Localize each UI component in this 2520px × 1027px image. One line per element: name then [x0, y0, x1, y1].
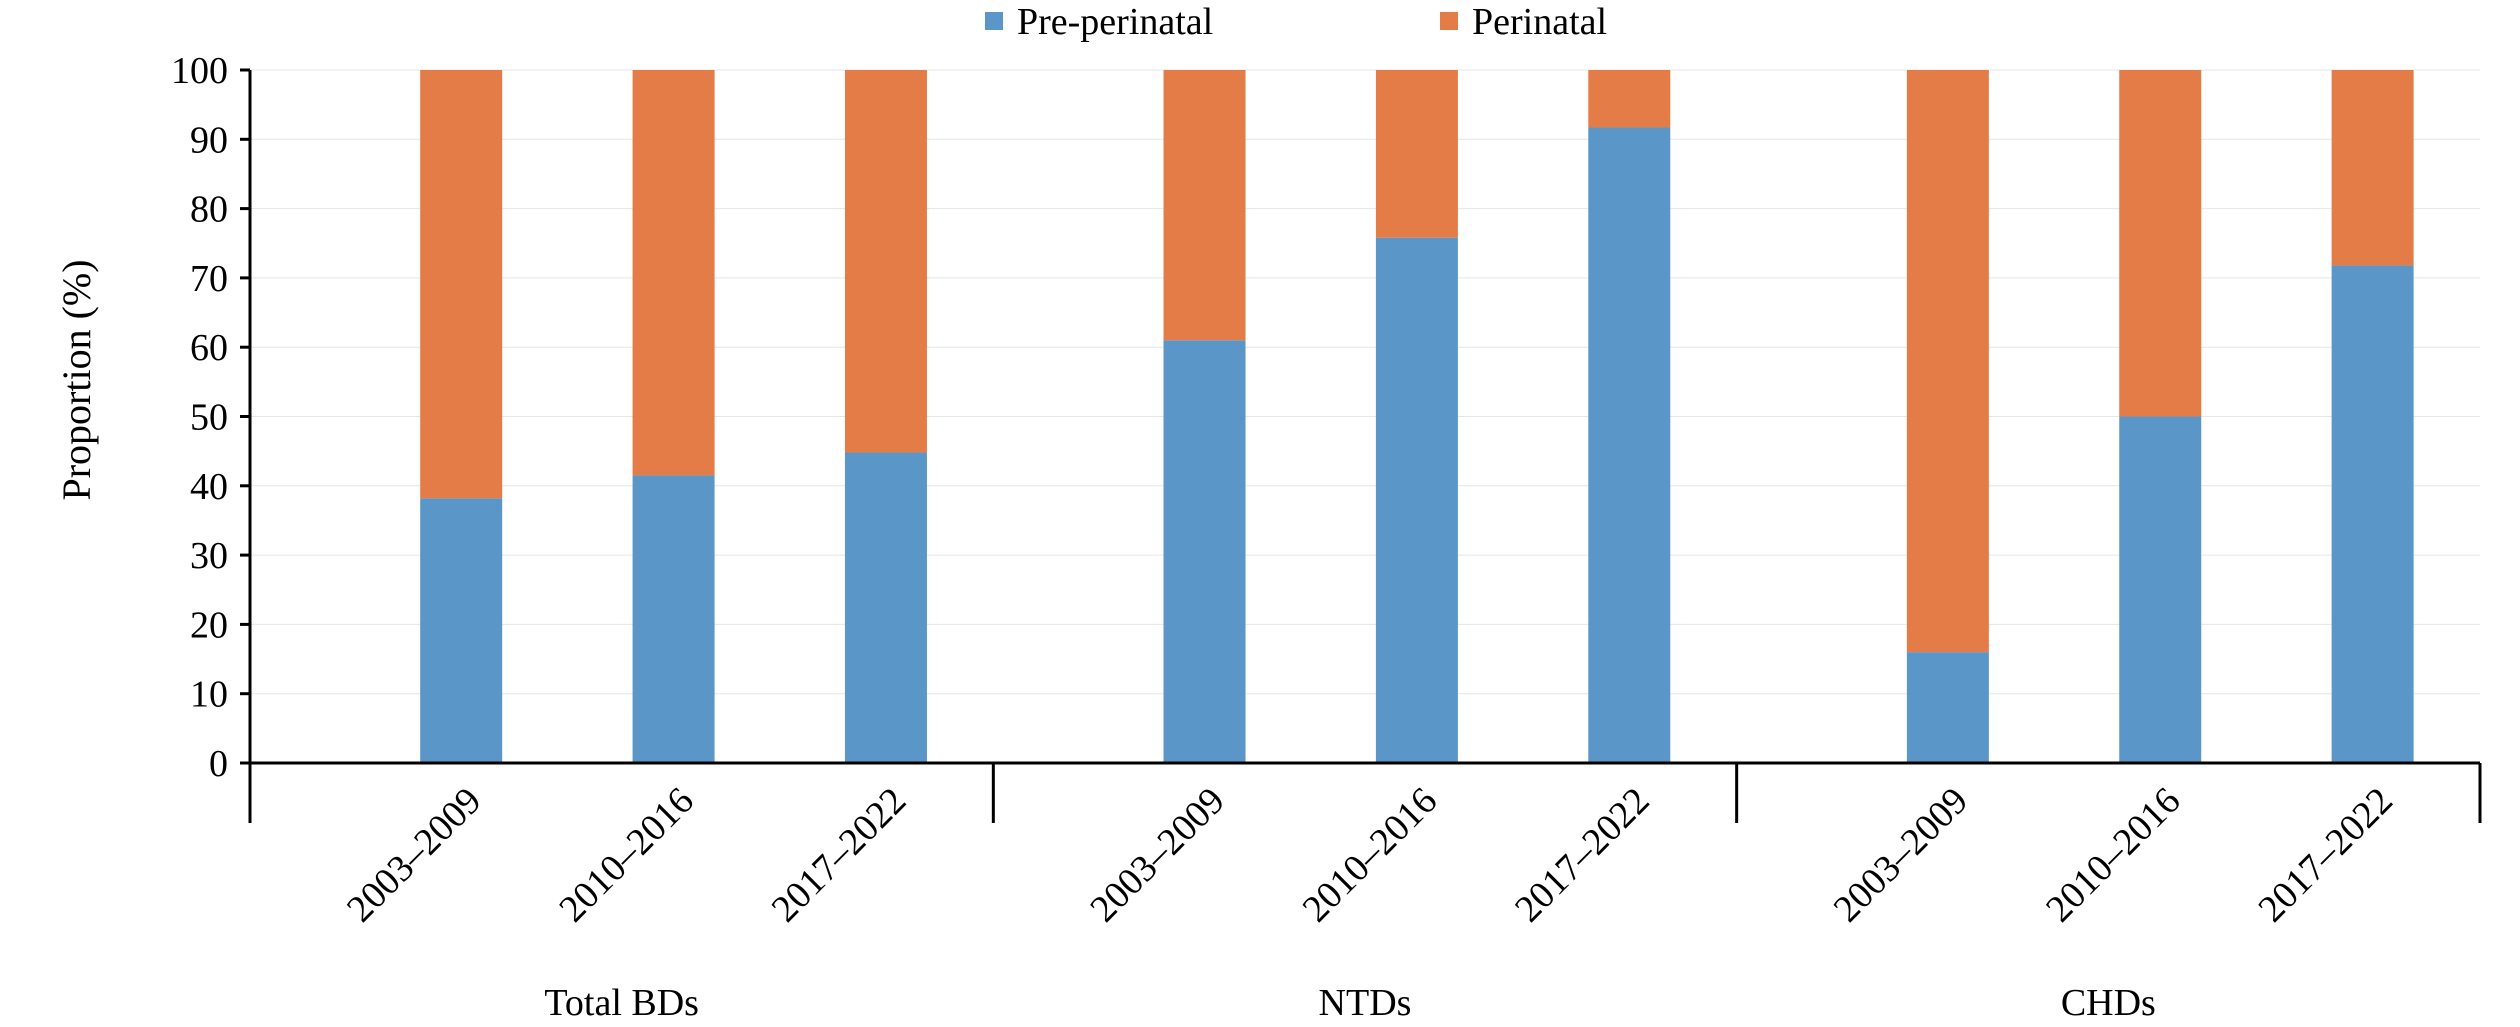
group-label: CHDs [2061, 982, 2156, 1024]
bar-pre-perinatal [1588, 127, 1671, 764]
y-axis-label: Proportion (%) [54, 259, 99, 500]
legend-label: Perinatal [1472, 1, 1607, 43]
x-tick-label: 2017–2022 [2250, 780, 2401, 931]
y-tick-labels: 0 10 20 30 40 50 60 70 80 90 100 [171, 50, 228, 785]
legend-label: Pre-perinatal [1017, 1, 1213, 43]
x-tick-label: 2017–2022 [1507, 780, 1658, 931]
x-tick-labels: 2003–2009 2010–2016 2017–2022 2003–2009 2010… [339, 780, 2401, 931]
bar-perinatal [844, 70, 927, 453]
bar-pre-perinatal [1375, 237, 1458, 763]
group-labels: Total BDs NTDs CHDs [544, 982, 2155, 1024]
y-tick-label: 90 [190, 119, 228, 161]
bar-pre-perinatal [2119, 416, 2202, 763]
legend-swatch [985, 12, 1003, 30]
bar-perinatal [1588, 70, 1671, 128]
x-tick-label: 2010–2016 [551, 780, 702, 931]
legend-swatch [1440, 12, 1458, 30]
x-tick-label: 2017–2022 [764, 780, 915, 931]
group-label: Total BDs [544, 982, 699, 1024]
x-tick-label: 2003–2009 [339, 780, 490, 931]
bar-perinatal [420, 70, 503, 499]
bar-perinatal [2119, 70, 2202, 417]
x-tick-label: 2003–2009 [1826, 780, 1977, 931]
bar-pre-perinatal [2331, 265, 2414, 763]
x-tick-label: 2010–2016 [1295, 780, 1446, 931]
x-tick-label: 2010–2016 [2038, 780, 2189, 931]
y-tick-label: 60 [190, 327, 228, 369]
bar-pre-perinatal [1163, 340, 1246, 763]
bars [420, 70, 2414, 764]
legend: Pre-perinatal Perinatal [985, 1, 1607, 43]
group-label: NTDs [1319, 982, 1412, 1024]
y-tick-label: 30 [190, 535, 228, 577]
bar-pre-perinatal [632, 475, 715, 763]
y-tick-label: 0 [209, 743, 228, 785]
bar-perinatal [1163, 70, 1246, 341]
y-tick-label: 100 [171, 50, 228, 92]
y-tick-label: 70 [190, 258, 228, 300]
y-tick-label: 80 [190, 189, 228, 231]
axes [240, 68, 2482, 823]
y-tick-label: 50 [190, 397, 228, 439]
bar-perinatal [1375, 70, 1458, 238]
bar-pre-perinatal [844, 452, 927, 763]
bar-pre-perinatal [420, 498, 503, 763]
bar-pre-perinatal [1906, 652, 1989, 763]
y-tick-label: 40 [190, 466, 228, 508]
bar-perinatal [632, 70, 715, 476]
gridlines [250, 69, 2480, 695]
x-tick-label: 2003–2009 [1082, 780, 1233, 931]
y-tick-label: 10 [190, 674, 228, 716]
bar-perinatal [1906, 70, 1989, 653]
y-tick-label: 20 [190, 604, 228, 646]
bar-perinatal [2331, 70, 2414, 266]
